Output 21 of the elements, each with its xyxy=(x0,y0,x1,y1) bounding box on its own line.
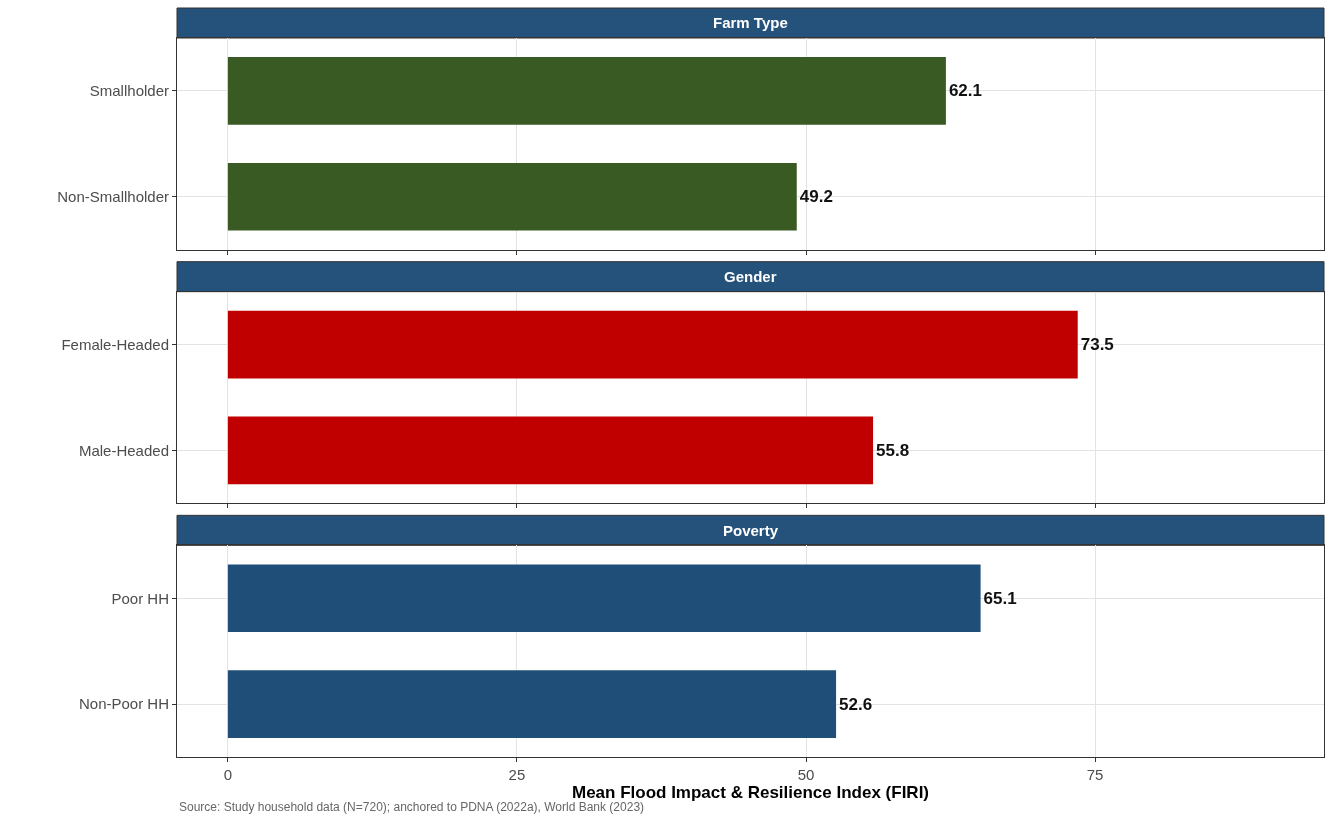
chart-title: Farm Type xyxy=(713,14,788,31)
y-tick-label: Smallholder xyxy=(89,82,169,100)
data-label: 65.1 xyxy=(983,588,1017,608)
y-tick-label: Female-Headed xyxy=(61,335,169,353)
data-label: 49.2 xyxy=(799,187,833,207)
y-tick-label: Non-Poor HH xyxy=(78,695,169,713)
data-label: 73.5 xyxy=(1080,335,1114,355)
chart-title: Gender xyxy=(724,268,777,285)
data-label: 52.6 xyxy=(839,694,873,714)
source-note: Source: Study household data (N=720); anchored to PDNA (2022a), World Bank (2023) xyxy=(179,800,645,814)
data-label: 55.8 xyxy=(876,440,910,460)
chart-title: Poverty xyxy=(723,522,779,539)
y-tick-label: Male-Headed xyxy=(78,441,169,459)
y-tick-label: Non-Smallholder xyxy=(57,188,169,205)
x-tick-label: 75 xyxy=(1086,766,1104,783)
x-axis-title: Mean Flood Impact & Resilience Index (FIRI) xyxy=(571,783,930,803)
x-tick-label: 0 xyxy=(223,766,233,783)
data-label: 62.1 xyxy=(948,81,982,101)
x-tick-label: 25 xyxy=(508,766,526,783)
y-tick-label: Poor HH xyxy=(111,589,169,607)
x-tick-label: 50 xyxy=(797,766,815,783)
